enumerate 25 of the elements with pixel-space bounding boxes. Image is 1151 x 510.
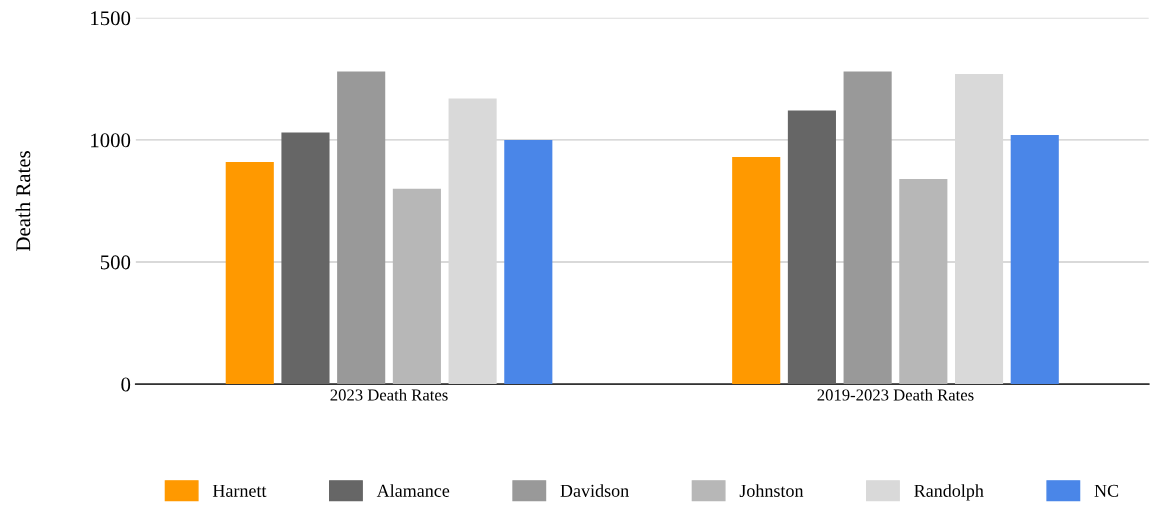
y-tick-label: 1500 — [91, 11, 131, 26]
bar — [954, 74, 1004, 385]
legend-label: Johnston — [739, 484, 804, 497]
y-tick-label: 1000 — [91, 133, 131, 148]
bar — [732, 157, 781, 385]
legend-label: Alamance — [376, 484, 450, 497]
bar — [448, 98, 497, 385]
x-tick-label: 2019-2023 Death Rates — [817, 388, 974, 401]
bar — [337, 71, 386, 385]
y-tick-label: 0 — [121, 377, 131, 392]
legend-label: Randolph — [914, 484, 984, 501]
bar — [1010, 135, 1059, 385]
bar — [281, 132, 330, 385]
bar — [787, 110, 836, 385]
legend-label: Harnett — [212, 484, 267, 497]
x-tick-label: 2023 Death Rates — [330, 388, 448, 401]
bar — [504, 139, 553, 385]
legend-label: NC — [1094, 484, 1119, 497]
bar — [843, 71, 892, 385]
bar — [392, 188, 441, 385]
bar — [899, 178, 948, 385]
bar — [225, 161, 274, 385]
y-tick-label: 500 — [100, 255, 131, 270]
legend-label: Davidson — [560, 484, 629, 497]
y-axis-title: Death Rates — [15, 151, 31, 251]
